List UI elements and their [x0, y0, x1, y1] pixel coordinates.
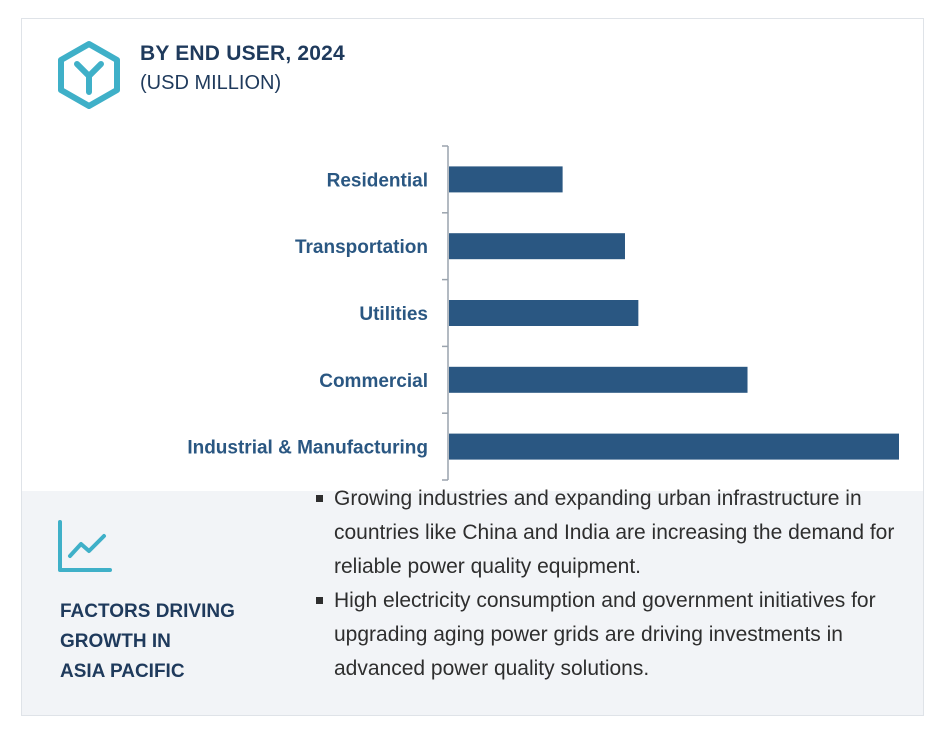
factors-heading-line: GROWTH IN [60, 631, 171, 652]
bar-chart: Residential Transportation Utilities Commer… [187, 145, 899, 481]
category-label: Transportation [295, 237, 428, 258]
bar-residential [449, 166, 563, 193]
factors-panel [22, 491, 923, 715]
factors-heading-line: ASIA PACIFIC [60, 661, 185, 682]
bullet-item: High electricity consumption and governm… [312, 584, 924, 686]
bar-industrial-manufacturing [449, 433, 899, 460]
category-label: Commercial [319, 371, 428, 392]
bar-commercial [449, 366, 748, 393]
category-label: Industrial & Manufacturing [187, 438, 428, 459]
factors-heading: FACTORS DRIVING GROWTH IN ASIA PACIFIC [60, 597, 300, 687]
category-label: Utilities [359, 304, 428, 325]
chart-subtitle: (USD MILLION) [140, 72, 282, 94]
factors-heading-line: FACTORS DRIVING [60, 601, 235, 622]
category-label: Residential [327, 170, 428, 191]
trend-line-icon [58, 520, 112, 572]
hexagon-y-logo-icon [58, 41, 120, 109]
chart-title: BY END USER, 2024 [140, 42, 345, 65]
bar-utilities [449, 300, 639, 326]
factors-bullet-list: Growing industries and expanding urban i… [312, 482, 924, 686]
bar-transportation [449, 233, 625, 260]
bullet-item: Growing industries and expanding urban i… [312, 482, 924, 584]
